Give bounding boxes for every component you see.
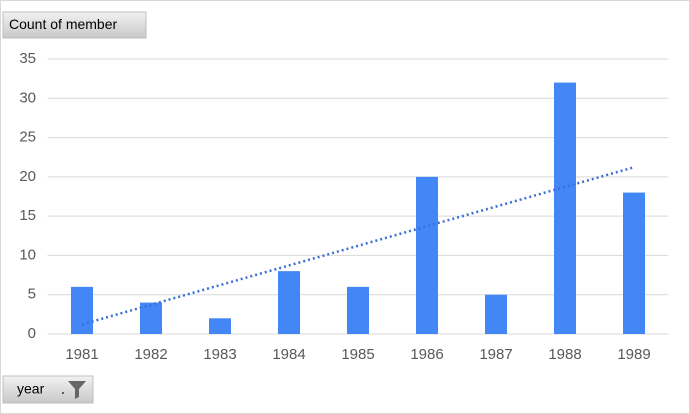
value-field-label: Count of member	[9, 16, 117, 32]
y-tick-label: 10	[19, 246, 36, 263]
bar	[623, 192, 645, 334]
trendline	[81, 166, 635, 326]
bar	[140, 302, 162, 334]
bar	[347, 286, 369, 334]
bar	[209, 318, 231, 334]
bar	[278, 271, 300, 334]
x-tick-label: 1981	[65, 346, 98, 363]
bar	[485, 294, 507, 334]
plot-area: 0 5 10 15 20 25 30 35 1981 1982 1983 1984 1985 1986 19…	[19, 50, 669, 363]
y-tick-label: 25	[19, 129, 36, 146]
x-tick-label: 1989	[617, 346, 650, 363]
axis-field-button[interactable]: year	[2, 375, 94, 404]
bar	[71, 286, 93, 334]
x-tick-label: 1982	[134, 346, 167, 363]
bar	[416, 176, 438, 334]
y-tick-label: 15	[19, 207, 36, 224]
filter-icon	[68, 381, 86, 399]
y-tick-label: 30	[19, 89, 36, 106]
x-tick-label: 1983	[203, 346, 236, 363]
x-tick-label: 1984	[272, 346, 305, 363]
x-tick-label: 1986	[410, 346, 443, 363]
value-field-button[interactable]: Count of member	[2, 11, 147, 39]
y-tick-label: 0	[28, 325, 36, 342]
bar	[554, 82, 576, 334]
x-tick-label: 1985	[341, 346, 374, 363]
axis-field-label: year	[17, 381, 45, 397]
y-tick-label: 35	[19, 50, 36, 67]
x-tick-label: 1988	[548, 346, 581, 363]
y-tick-label: 5	[28, 286, 36, 303]
x-tick-label: 1987	[479, 346, 512, 363]
y-tick-label: 20	[19, 168, 36, 185]
